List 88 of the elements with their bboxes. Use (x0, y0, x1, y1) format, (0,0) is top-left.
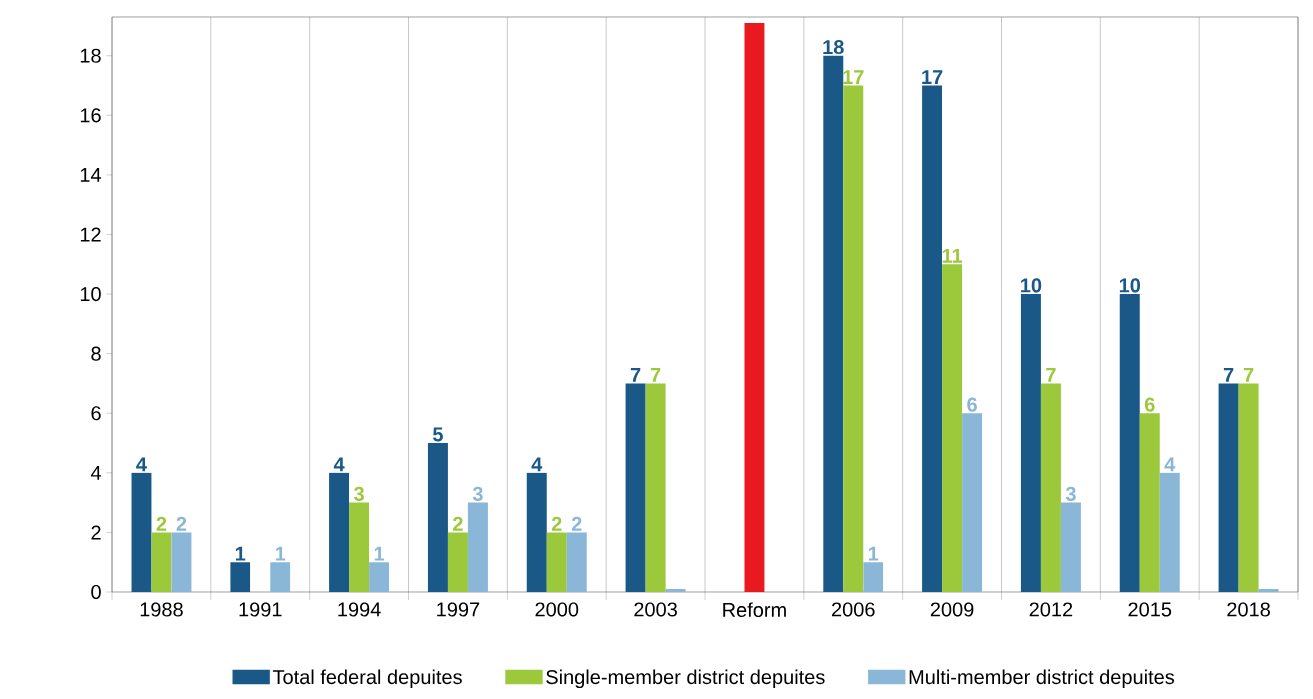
bar (467, 502, 488, 592)
data-label: 2 (571, 516, 582, 531)
bar (1159, 472, 1180, 592)
data-label: 4 (1164, 457, 1176, 472)
y-tick-label: 4 (90, 465, 102, 480)
bar (349, 502, 370, 592)
legend-label: Total federal depuites (272, 669, 462, 689)
bar (1238, 383, 1259, 592)
data-label: 1 (275, 546, 286, 561)
y-tick-label: 10 (80, 286, 101, 302)
data-label: 10 (1021, 278, 1042, 293)
bar (744, 22, 765, 592)
data-label: 11 (942, 248, 963, 263)
data-label: 5 (432, 427, 443, 442)
bar (942, 264, 963, 592)
bar (131, 472, 152, 592)
data-label: 1 (374, 546, 385, 561)
bar (645, 383, 666, 592)
bar (843, 85, 864, 592)
bar (427, 443, 448, 592)
bar (230, 562, 251, 592)
data-label: 4 (531, 457, 543, 472)
bar (1258, 589, 1279, 592)
data-label: 3 (1065, 486, 1076, 502)
x-tick-label: 2003 (634, 602, 677, 617)
data-label: 7 (1223, 368, 1234, 382)
data-label: 7 (630, 368, 641, 382)
bar (1060, 502, 1081, 592)
x-tick-label: 2006 (832, 602, 875, 617)
y-tick-label: 14 (80, 168, 102, 182)
bar (566, 532, 587, 592)
data-label: 1 (868, 546, 879, 561)
x-tick-label: 2009 (930, 602, 974, 617)
y-tick-label: 2 (91, 525, 101, 540)
data-label: 1 (235, 546, 246, 561)
x-tick-label: 1997 (437, 602, 480, 617)
bar (1139, 413, 1160, 592)
data-label: 3 (472, 486, 483, 502)
data-label: 10 (1119, 278, 1141, 293)
data-label: 7 (650, 368, 661, 382)
y-tick-label: 0 (91, 584, 101, 600)
y-tick-label: 6 (91, 406, 101, 421)
data-label: 7 (1243, 368, 1254, 382)
data-label: 2 (453, 516, 463, 531)
bar (665, 589, 686, 592)
y-tick-label: 12 (80, 227, 101, 242)
x-tick-label: 1991 (239, 602, 282, 617)
data-label: 4 (333, 457, 345, 472)
data-label: 2 (176, 516, 187, 531)
legend-label: Single-member district depuites (546, 669, 825, 689)
bar (922, 85, 943, 592)
x-tick-label: Reform (723, 602, 786, 618)
bar (329, 472, 350, 592)
data-label: 3 (353, 486, 364, 502)
y-tick-label: 18 (80, 48, 101, 63)
bar (1040, 383, 1061, 592)
bar (369, 562, 390, 592)
bar (526, 472, 547, 592)
legend-label: Multi-member district depuites (909, 669, 1175, 689)
bar (962, 413, 983, 592)
bar (1119, 294, 1140, 592)
x-tick-label: 2015 (1128, 602, 1172, 617)
bar (863, 562, 884, 592)
y-tick-label: 16 (80, 108, 101, 123)
data-label: 17 (843, 70, 864, 84)
data-label: 2 (156, 516, 167, 531)
x-tick-label: 2000 (535, 602, 579, 617)
data-label: 4 (136, 457, 147, 472)
bar (270, 562, 291, 592)
bar (1020, 294, 1041, 592)
bar (171, 532, 192, 592)
data-label: 2 (551, 516, 562, 531)
bar (1218, 383, 1239, 592)
data-label: 18 (823, 39, 844, 55)
x-tick-label: 2012 (1029, 602, 1073, 617)
x-tick-label: 1988 (140, 602, 183, 617)
x-tick-label: 2018 (1227, 602, 1270, 617)
data-label: 7 (1046, 368, 1056, 382)
data-label: 6 (967, 397, 977, 412)
bar (625, 383, 646, 592)
y-tick-label: 8 (91, 346, 101, 361)
bar (546, 532, 567, 592)
x-tick-label: 1994 (338, 602, 381, 617)
bar (447, 532, 468, 592)
bar (151, 532, 172, 592)
data-label: 17 (922, 70, 943, 84)
bar (823, 55, 844, 592)
data-label: 6 (1144, 397, 1155, 412)
